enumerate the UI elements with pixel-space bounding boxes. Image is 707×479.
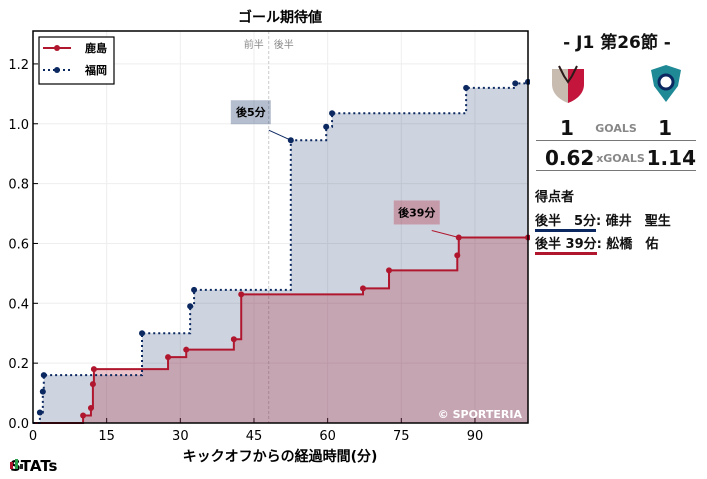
data-point: [90, 366, 97, 373]
x-tick-label: 0: [29, 429, 37, 444]
legend-label: 鹿島: [85, 41, 107, 55]
plot-area: [33, 31, 528, 423]
data-point: [39, 388, 46, 395]
x-tick-label: 15: [98, 429, 115, 444]
goals-row: 1 GOALS 1: [536, 116, 696, 141]
data-point: [454, 252, 461, 259]
first-half-label: 前半: [244, 38, 264, 51]
bars-icon: [10, 459, 23, 469]
x-tick-label: 90: [467, 429, 484, 444]
plot-frame: [32, 30, 529, 424]
match-summary: - J1 第26節 - 1 GOALS 1 0.62 xGOALS 1.14 得…: [533, 28, 701, 255]
scorers-title: 得点者: [535, 190, 575, 205]
xgoals-row: 0.62 xGOALS 1.14: [536, 146, 696, 171]
data-point: [191, 286, 198, 293]
scorer-time: 後半 39分: [535, 233, 597, 255]
data-point: [230, 336, 237, 343]
home-goals: 1: [560, 116, 574, 140]
y-tick-label: 0.8: [8, 178, 29, 193]
x-tick-label: 45: [246, 429, 263, 444]
data-point: [329, 110, 336, 117]
round-title: - J1 第26節 -: [563, 33, 671, 53]
data-point: [463, 84, 470, 91]
goals-label: GOALS: [595, 121, 637, 135]
annotation-label: 後5分: [236, 105, 266, 119]
scorer-time: 後半 5分: [535, 210, 597, 232]
y-tick-label: 0.4: [8, 297, 29, 312]
x-tick-label: 60: [319, 429, 336, 444]
scorer-name: : 碓井 聖生: [596, 214, 671, 229]
annotation-label: 後39分: [398, 205, 435, 219]
scorer-2: 後半 39分: 舩橋 佑: [535, 233, 658, 255]
annotation-arrow: [268, 129, 292, 141]
x-tick-label: 30: [172, 429, 189, 444]
fukuoka-crest-icon: [647, 64, 685, 104]
data-point: [139, 330, 146, 337]
data-point: [165, 354, 172, 361]
legend-box: [38, 36, 115, 85]
data-point: [89, 381, 96, 388]
scorer-name: : 舩橋 佑: [596, 237, 659, 252]
watermark: © SPORTERIA: [438, 408, 523, 421]
second-half-label: 後半: [274, 38, 294, 51]
brand-text: STATs: [10, 457, 58, 475]
data-point: [183, 346, 190, 353]
annotation-box: [393, 200, 440, 225]
kashima-crest-icon: [549, 64, 587, 104]
stats-logo: STATs: [10, 457, 57, 475]
y-tick-label: 1.2: [8, 58, 29, 73]
y-tick-label: 0.6: [8, 237, 29, 252]
data-point: [87, 405, 94, 412]
legend-label: 福岡: [84, 63, 107, 77]
legend-marker: [54, 45, 60, 51]
data-point: [80, 412, 87, 419]
x-tick-label: 75: [393, 429, 410, 444]
data-point: [386, 267, 393, 274]
series-area-1: [33, 81, 528, 423]
annotation-arrow: [431, 229, 459, 238]
legend-marker: [54, 67, 60, 73]
data-point: [512, 80, 519, 87]
data-point: [323, 123, 330, 130]
annotation-box: [230, 100, 271, 125]
data-point: [360, 285, 366, 292]
data-point: [40, 372, 47, 379]
home-xg: 0.62: [545, 146, 595, 170]
y-tick-label: 0.2: [8, 357, 29, 372]
scorer-1: 後半 5分: 碓井 聖生: [535, 210, 671, 232]
x-axis-label: キックオフからの経過時間(分): [183, 448, 378, 465]
xg-chart: 0 15 30 45 60 75 90 0.0 0.2 0.4 0.6 0.8 1.0 1.2 前半 後半後5…: [8, 9, 530, 465]
series-area-0: [33, 237, 528, 423]
y-tick-label: 0.0: [8, 417, 29, 432]
away-xg: 1.14: [646, 146, 696, 170]
data-point: [238, 291, 245, 298]
y-tick-label: 1.0: [8, 118, 29, 133]
xgoals-label: xGOALS: [596, 151, 645, 165]
away-goals: 1: [658, 116, 672, 140]
data-point: [187, 303, 194, 310]
data-point: [36, 409, 43, 416]
chart-title: ゴール期待値: [238, 9, 322, 26]
